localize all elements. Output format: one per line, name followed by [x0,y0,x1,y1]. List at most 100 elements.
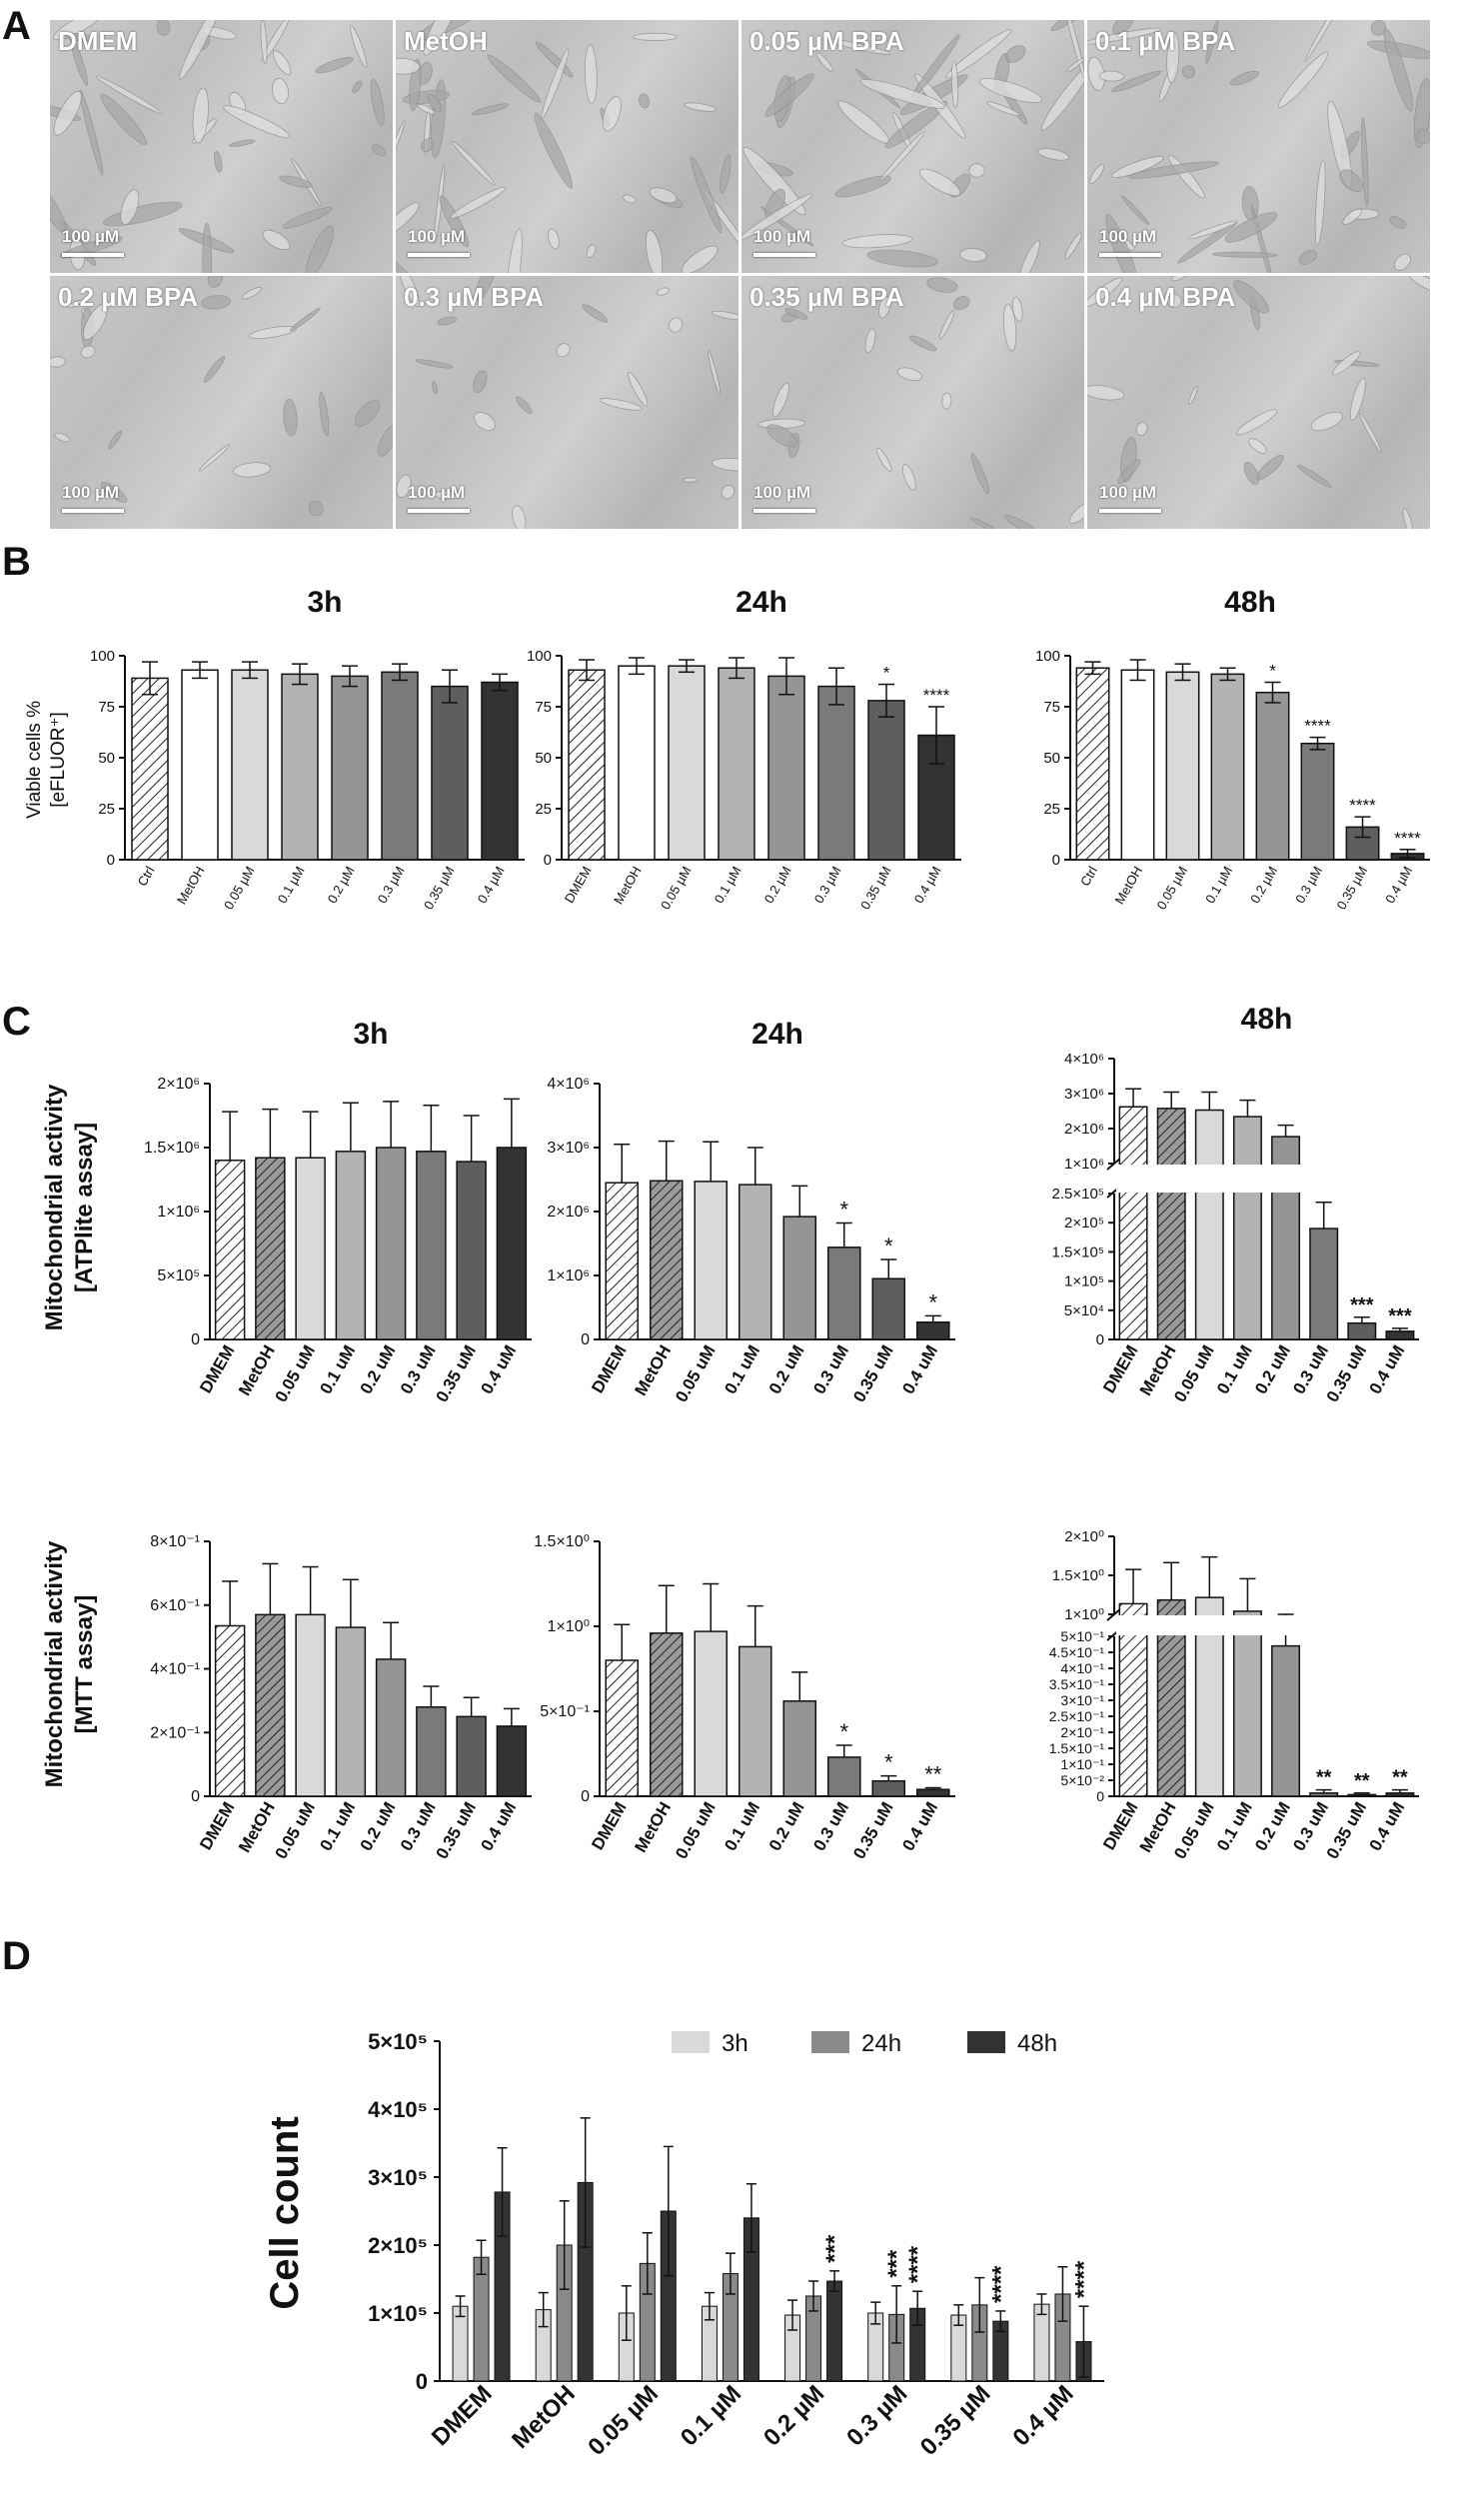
category-label: 0.2 uM [765,1799,808,1854]
y-tick-label: 100 [1035,648,1060,665]
category-label: 0.3 uM [809,1799,852,1854]
bar [473,2256,490,2382]
micrograph-tile: 0.1 µM BPA 100 µM [1087,20,1430,273]
significance-label: * [884,1234,893,1258]
chart-B-3h: 0 25 50 75 100 Ctrl MetOH 0.05 µM 0.1 µM 0.2 µM 0.… [90,586,525,912]
micrograph-label: 0.4 µM BPA [1095,282,1236,312]
significance-label: **** [1070,2260,1097,2298]
bar [335,1626,367,1797]
scale-bar [753,253,815,257]
category-label: 0.4 uM [1365,1342,1408,1397]
scale-bar-label: 100 µM [408,483,466,502]
category-label: 0.4 µM [911,864,944,906]
y-tick-label: 0 [416,2369,428,2394]
micrograph-tile: 0.05 µM BPA 100 µM [742,20,1084,273]
chart-title: 48h [1241,1003,1293,1036]
category-label: 0.3 µM [375,864,408,906]
bar [295,1613,326,1797]
y-tick-label: 4×10⁵ [368,2097,428,2122]
y-tick-label: 3×10⁶ [547,1140,590,1157]
legend-label: 3h [722,2030,748,2057]
significance-label: **** [904,2245,931,2283]
y-tick-label: 25 [98,801,115,818]
bar [255,1157,286,1340]
category-label: 0.1 uM [316,1799,359,1854]
category-label: 0.1 µM [275,864,308,906]
category-label: MetOH [235,1799,279,1856]
category-label: 0.05 uM [672,1799,720,1863]
bar [826,1756,861,1797]
panel-letter-a: A [2,4,31,48]
y-tick-label: 1×10⁵ [1064,1273,1104,1290]
legend-label: 48h [1017,2030,1057,2057]
micrograph-tile: 0.4 µM BPA 100 µM [1087,276,1430,529]
category-label: 0.3 uM [397,1342,440,1397]
bar [214,1160,246,1340]
y-tick-label: 1×10⁶ [157,1204,200,1221]
y-axis-label: Cell count [263,2116,307,2309]
y-tick-label: 1×10⁰ [1064,1606,1104,1623]
micrograph-label: MetOH [404,26,488,56]
y-tick-label: 5×10⁵ [368,2029,428,2054]
y-tick-label: 3×10⁻¹ [1060,1692,1104,1708]
category-label: 0.4 uM [477,1342,520,1397]
bar [605,1659,640,1797]
scale-bar-label: 100 µM [1099,227,1157,246]
scale-bar-label: 100 µM [62,227,120,246]
y-axis-label: Viable cells % [24,701,45,819]
micrograph-label: 0.1 µM BPA [1095,26,1236,56]
bar [649,1632,684,1797]
scale-bar [408,509,470,513]
y-tick-label: 25 [535,801,552,818]
category-label: 0.2 uM [1251,1342,1294,1397]
bar [456,1161,487,1340]
category-label: 0.3 µM [1292,864,1325,906]
significance-label: **** [987,2265,1014,2303]
axis-break-gap [1116,1615,1421,1635]
scale-bar [753,509,815,513]
significance-label: **** [1349,796,1376,815]
bar [1210,673,1245,861]
bar [1194,1109,1224,1340]
bar [496,1147,528,1340]
category-label: MetOH [1112,864,1146,907]
bar [1033,2303,1050,2382]
category-label: MetOH [631,1799,675,1856]
bar [416,1706,447,1797]
category-label: 0.3 uM [397,1799,440,1854]
y-tick-label: 8×10⁻¹ [150,1533,200,1550]
bar [1118,1106,1148,1340]
bar [738,1645,772,1797]
bar [1232,1116,1262,1340]
category-label: DMEM [1099,1342,1141,1396]
y-axis-label: [MTT assay] [71,1595,98,1734]
y-tick-label: 2.5×10⁻¹ [1049,1708,1105,1724]
category-label: 0.1 µM [676,2380,746,2451]
y-tick-label: 1.5×10⁶ [144,1140,200,1157]
category-label: 0.3 uM [809,1342,852,1397]
category-label: 0.35 uM [849,1342,897,1406]
bar [1165,671,1200,861]
bar [1120,669,1155,861]
micrograph-label: 0.35 µM BPA [749,282,904,312]
category-label: 0.05 uM [672,1342,720,1406]
scale-bar [62,253,124,257]
y-axis-label: Mitochondrial activity [41,1084,68,1330]
category-label: 0.35 µM [857,864,894,912]
y-tick-label: 4×10⁻¹ [1060,1660,1104,1676]
bar [1385,1330,1415,1340]
significance-label: *** [821,2234,848,2263]
category-label: 0.35 µM [421,864,458,912]
y-tick-label: 0 [544,852,552,869]
significance-label: **** [1394,829,1421,848]
y-tick-label: 2×10⁶ [1064,1121,1104,1138]
category-label: 0.1 uM [721,1342,763,1397]
chart-title: 24h [736,586,787,619]
scale-bar [408,253,470,257]
category-label: 0.1 uM [721,1799,763,1854]
bar [255,1613,286,1797]
category-label: 0.3 µM [841,2380,912,2451]
bar [871,1277,906,1340]
